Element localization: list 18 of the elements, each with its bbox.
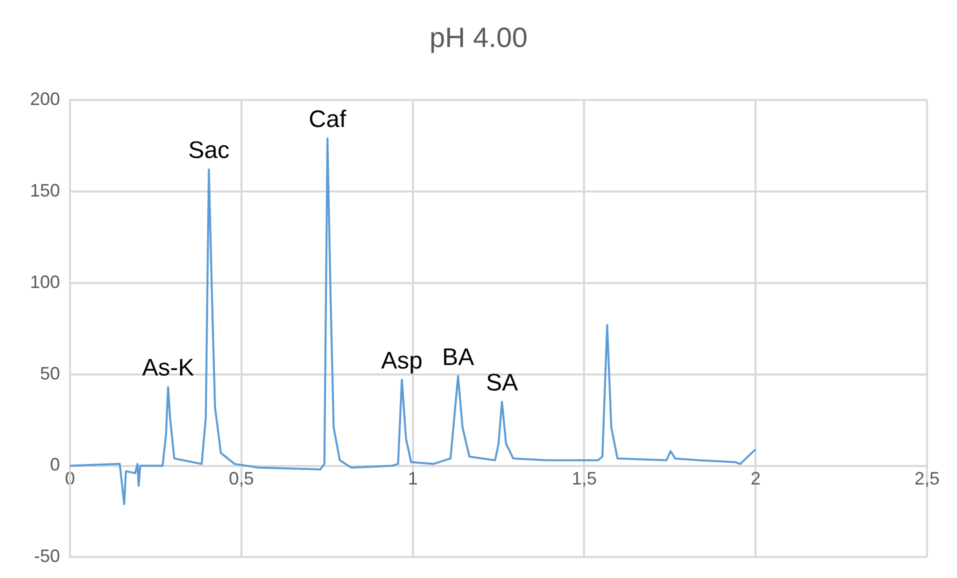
x-tick-label: 2,5 (914, 468, 940, 489)
y-tick-label: 0 (50, 454, 60, 475)
x-tick-label: 2 (750, 468, 761, 489)
y-tick-label: 150 (30, 180, 60, 200)
x-tick-label: 1 (408, 468, 418, 489)
chart-title: pH 4.00 (428, 21, 529, 55)
y-tick-label: 200 (30, 88, 60, 109)
annotation: BA (442, 344, 474, 371)
annotation: SA (486, 369, 518, 396)
annotation: As-K (142, 354, 194, 382)
y-tick-label: -50 (34, 546, 60, 566)
x-tick-label: 1,5 (572, 468, 597, 489)
annotation: Asp (381, 347, 423, 374)
x-tick-label: 0,5 (228, 468, 254, 489)
y-tick-label: 100 (30, 272, 60, 292)
annotation: Caf (308, 106, 346, 134)
y-tick-label: 50 (40, 363, 60, 384)
annotation: Sac (188, 137, 230, 164)
